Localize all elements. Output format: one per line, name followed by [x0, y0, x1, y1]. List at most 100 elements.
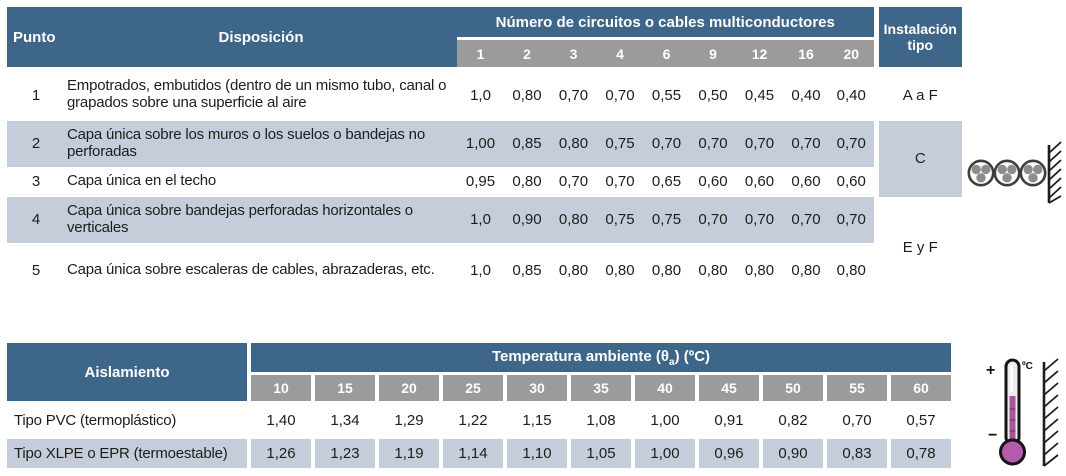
factor-cell: 0,78: [891, 439, 951, 468]
temperature-factors-table: Aislamiento Temperatura ambiente (θa) (º…: [3, 340, 955, 471]
wall-hatch-icon: [1042, 358, 1059, 467]
factor-cell: 0,80: [829, 242, 876, 298]
factor-cell: 0,50: [690, 68, 736, 121]
factor-cell: 0,80: [597, 242, 643, 298]
table-row: 2 Capa única sobre los muros o los suelo…: [7, 120, 962, 197]
circuit-count-header: 9: [690, 38, 736, 70]
circuit-count-header: 20: [829, 38, 876, 70]
factor-cell: 0,40: [829, 68, 876, 121]
temp-header: 60: [891, 375, 951, 401]
table-row: 5 Capa única sobre escaleras de cables, …: [7, 242, 962, 298]
punto-header: Punto: [7, 7, 65, 70]
disposicion-cell: Capa única sobre escaleras de cables, ab…: [65, 242, 457, 298]
factor-cell: 0,95: [457, 166, 504, 197]
temp-header: 20: [379, 375, 439, 401]
factor-cell: 0,80: [504, 68, 550, 121]
factor-cell: 0,60: [736, 166, 783, 197]
factor-cell: 1,0: [457, 68, 504, 121]
factor-cell: 1,23: [315, 439, 375, 468]
factor-cell: 1,0: [457, 196, 504, 243]
circuit-count-header: 2: [504, 38, 550, 70]
factor-cell: 0,70: [550, 68, 597, 121]
factor-cell: 0,85: [504, 242, 550, 298]
circuit-count-header: 16: [783, 38, 829, 70]
instalacion-cell: A a F: [873, 68, 962, 121]
factor-cell: 0,80: [643, 242, 690, 298]
aislamiento-header: Aislamiento: [7, 343, 247, 401]
factor-cell: 0,96: [699, 439, 759, 468]
celsius-label: ºC: [1022, 361, 1033, 372]
factor-cell: 0,60: [690, 166, 736, 197]
punto-cell: 3: [7, 166, 65, 197]
cable-conductors: [971, 164, 1043, 183]
table-row: 4 Capa única sobre bandejas perforadas h…: [7, 196, 962, 298]
aislamiento-cell: Tipo XLPE o EPR (termoestable): [7, 439, 247, 468]
ambient-temperature-thermometer-icon: + − ºC: [986, 358, 1059, 467]
table-row: 3 Capa única en el techo 0,95 0,80 0,70 …: [7, 166, 962, 197]
temperatura-label-suffix: ) (ºC): [674, 347, 711, 365]
factor-cell: 1,00: [635, 439, 695, 468]
table2-header-row-group: Aislamiento Temperatura ambiente (θa) (º…: [7, 343, 951, 401]
factor-cell: 0,90: [504, 196, 550, 243]
factor-cell: 1,00: [635, 404, 695, 436]
factor-cell: 0,80: [783, 242, 829, 298]
temp-header: 40: [635, 375, 695, 401]
factor-cell: 0,85: [504, 120, 550, 167]
temperature-factors-section: Aislamiento Temperatura ambiente (θa) (º…: [3, 340, 955, 471]
factor-cell: 0,70: [829, 120, 876, 167]
factor-cell: 0,75: [597, 196, 643, 243]
factor-cell: 1,15: [507, 404, 567, 436]
punto-cell: 2: [7, 120, 65, 167]
circuits-group-header: Número de circuitos o cables multiconduc…: [457, 7, 876, 40]
factor-cell: 1,05: [571, 439, 631, 468]
factor-cell: 1,29: [379, 404, 439, 436]
table1-header-row-group: Punto Disposición Número de circuitos o …: [7, 7, 962, 70]
factor-cell: 0,80: [736, 242, 783, 298]
temp-header: 45: [699, 375, 759, 401]
factor-cell: 1,0: [457, 242, 504, 298]
factor-cell: 1,19: [379, 439, 439, 468]
grouping-factors-table: Punto Disposición Número de circuitos o …: [7, 7, 962, 298]
instalacion-cell: E y F: [873, 196, 962, 298]
wall-hatch-icon: [1047, 141, 1062, 204]
factor-cell: 0,70: [783, 196, 829, 243]
factor-cell: 0,70: [829, 196, 876, 243]
factor-cell: 1,34: [315, 404, 375, 436]
instalacion-tipo-header: Instalación tipo: [873, 7, 962, 70]
factor-cell: 1,14: [443, 439, 503, 468]
punto-cell: 4: [7, 196, 65, 243]
temperatura-group-header: Temperatura ambiente (θa) (ºC): [251, 343, 951, 372]
table-row: Tipo PVC (termoplástico) 1,40 1,34 1,29 …: [7, 404, 951, 436]
factor-cell: 0,70: [597, 166, 643, 197]
thermometer-bulb: [999, 438, 1026, 466]
factor-cell: 0,80: [550, 196, 597, 243]
thermometer-highlight: [1010, 365, 1013, 392]
factor-cell: 1,00: [457, 120, 504, 167]
minus-label: −: [988, 427, 997, 444]
circuit-count-header: 12: [736, 38, 783, 70]
grouping-factors-section: Punto Disposición Número de circuitos o …: [7, 7, 962, 298]
temp-header: 55: [827, 375, 887, 401]
table2-header-row-temps: 10 15 20 25 30 35 40 45 50 55 60: [7, 375, 951, 401]
table-row: Tipo XLPE o EPR (termoestable) 1,26 1,23…: [7, 439, 951, 468]
aislamiento-cell: Tipo PVC (termoplástico): [7, 404, 247, 436]
multiconductor-cables-wall-icon: [967, 141, 1062, 204]
factor-cell: 1,10: [507, 439, 567, 468]
factor-cell: 0,57: [891, 404, 951, 436]
factor-cell: 0,83: [827, 439, 887, 468]
factor-cell: 0,80: [504, 166, 550, 197]
circuit-count-header: 3: [550, 38, 597, 70]
factor-cell: 0,70: [550, 166, 597, 197]
factor-cell: 0,65: [643, 166, 690, 197]
factor-cell: 0,80: [550, 120, 597, 167]
factor-cell: 0,70: [736, 196, 783, 243]
disposicion-header: Disposición: [65, 7, 457, 70]
factor-cell: 0,70: [736, 120, 783, 167]
temp-header: 30: [507, 375, 567, 401]
factor-cell: 1,08: [571, 404, 631, 436]
theta-subscript: a: [669, 356, 675, 368]
table-row: 1 Empotrados, embutidos (dentro de un mi…: [7, 68, 962, 121]
circuit-count-header: 4: [597, 38, 643, 70]
temp-header: 15: [315, 375, 375, 401]
